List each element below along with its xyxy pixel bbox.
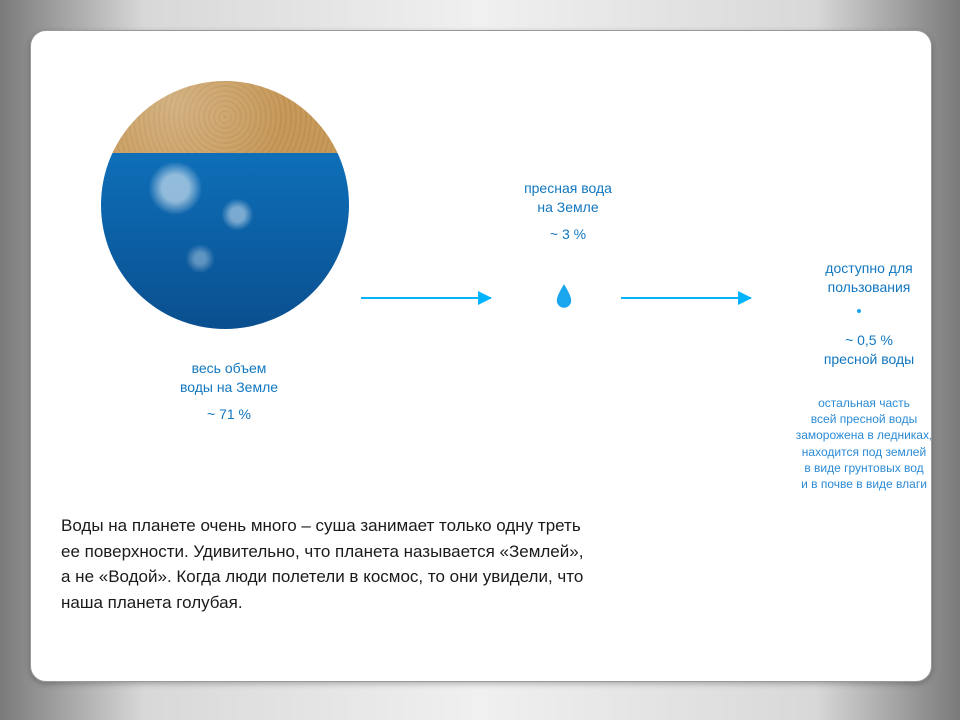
arrow-1: [361, 297, 491, 299]
label-total-water: весь объемводы на Земле~ 71 %: [139, 359, 319, 424]
tiny-dot-icon: [857, 309, 861, 313]
earth-water: [101, 153, 349, 329]
label-fresh-water: пресная водана Земле~ 3 %: [483, 179, 653, 244]
arrow-2: [621, 297, 751, 299]
slide-card: весь объемводы на Земле~ 71 % пресная во…: [30, 30, 932, 682]
earth-land: [101, 81, 349, 153]
label-available-pct: ~ 0,5 %пресной воды: [779, 331, 932, 369]
body-paragraph: Воды на планете очень много – суша заним…: [61, 513, 591, 615]
diagram-stage: весь объемводы на Земле~ 71 % пресная во…: [31, 31, 931, 681]
label-available: доступно дляпользования: [779, 259, 932, 297]
earth-circle: [101, 81, 349, 329]
water-drop-icon: [555, 283, 573, 309]
label-remainder: остальная частьвсей пресной водызамороже…: [759, 395, 932, 492]
